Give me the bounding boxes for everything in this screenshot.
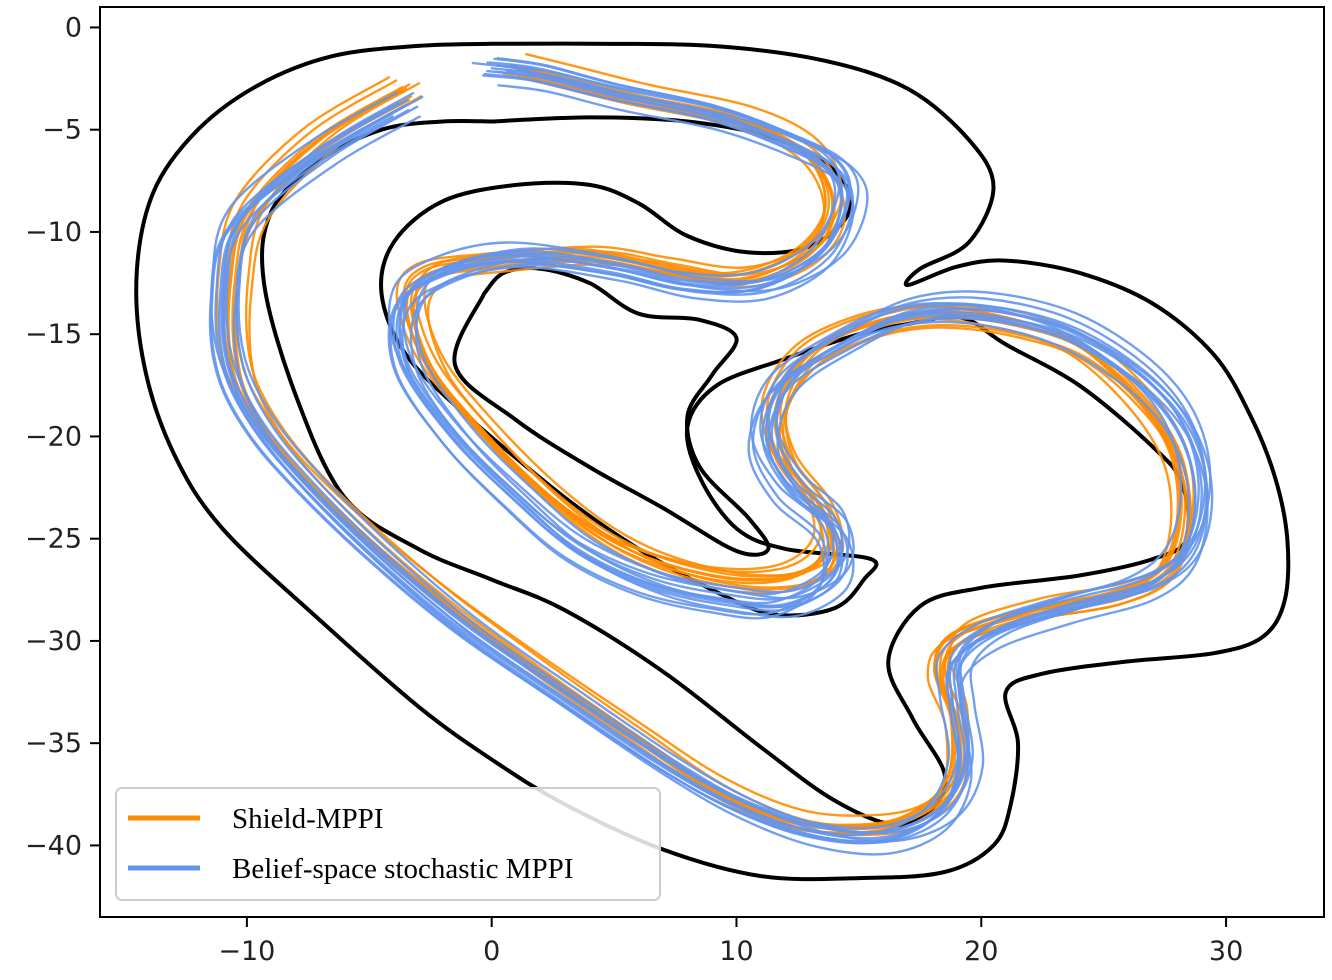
trajectory-run [215, 63, 1180, 827]
trajectory-run [210, 61, 1200, 830]
y-tick-label: −10 [25, 217, 82, 248]
x-tick-label: 10 [719, 936, 753, 967]
x-tick-label: −10 [218, 936, 275, 967]
series-belief-space-mppi [208, 57, 1214, 856]
track-boundary-island [452, 266, 771, 557]
track-boundaries [134, 41, 1291, 882]
legend-label-shield: Shield-MPPI [232, 803, 383, 835]
trajectory-run [210, 74, 1191, 844]
legend-box [115, 787, 661, 901]
legend: Shield-MPPI Belief-space stochastic MPPI [115, 787, 661, 901]
x-tick-label: 20 [964, 936, 998, 967]
track-boundary-outer [134, 41, 1291, 882]
y-tick-label: −40 [25, 830, 82, 861]
trajectory-series [208, 53, 1214, 856]
y-tick-label: −25 [25, 524, 82, 555]
y-tick-label: 0 [65, 12, 82, 43]
x-tick-label: 0 [483, 936, 500, 967]
x-tick-label: 30 [1209, 936, 1243, 967]
trajectory-run [235, 69, 1214, 843]
plot-frame [99, 6, 1325, 918]
track-boundary-inner [260, 115, 1192, 828]
y-tick-label: −30 [25, 626, 82, 657]
y-tick-label: −15 [25, 319, 82, 350]
y-tick-label: −5 [42, 115, 82, 146]
trajectory-run [221, 57, 1207, 834]
y-tick-label: −35 [25, 728, 82, 759]
trajectory-run [217, 72, 1197, 845]
y-axis-ticks: 0 −5 −10 −15 −20 −25 −30 −35 −40 [25, 12, 100, 861]
trajectory-run [235, 53, 1195, 817]
legend-label-belief: Belief-space stochastic MPPI [232, 853, 573, 885]
x-axis-ticks: −10 0 10 20 30 [218, 917, 1243, 967]
y-tick-label: −20 [25, 421, 82, 452]
